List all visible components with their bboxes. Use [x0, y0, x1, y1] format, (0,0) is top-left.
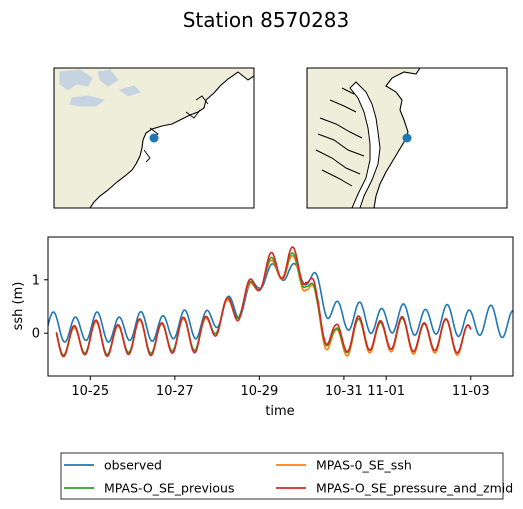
regional-lake: [59, 69, 141, 107]
x-tick-label: 10-31: [325, 384, 363, 399]
series-line-3: [55, 246, 472, 358]
series-line-0: [48, 262, 513, 343]
figure-title: Station 8570283: [183, 8, 350, 32]
legend-label: MPAS-O_SE_pressure_and_zmid: [316, 481, 513, 496]
y-tick-label: 0: [32, 327, 40, 342]
y-axis-label: ssh (m): [11, 282, 26, 331]
legend-label: MPAS-0_SE_ssh: [316, 458, 412, 473]
x-tick-label: 10-29: [240, 384, 278, 399]
local-bay: [349, 81, 381, 208]
legend-frame: [60, 452, 504, 500]
legend-label: MPAS-O_SE_previous: [104, 481, 234, 496]
plot-frame: [47, 236, 514, 377]
local-map: [306, 67, 508, 209]
x-tick-label: 11-03: [452, 384, 490, 399]
legend-label: observed: [104, 458, 162, 473]
y-tick-label: 1: [32, 273, 40, 288]
regional-map: [53, 67, 255, 209]
regional-land: [54, 68, 254, 208]
x-tick-label: 10-27: [156, 384, 194, 399]
x-tick-label: 10-25: [71, 384, 109, 399]
x-axis-label: time: [265, 404, 294, 419]
timeseries-plot: 10-25 10-27 10-29 10-31 11-01 11-03 0 1 time s…: [11, 236, 514, 419]
regional-station-marker: [149, 133, 159, 143]
x-tick-label: 11-01: [367, 384, 405, 399]
local-rivers: [315, 87, 365, 187]
regional-coast-detail: [143, 95, 209, 163]
local-land: [307, 68, 421, 208]
legend: observed MPAS-0_SE_ssh MPAS-O_SE_previous M…: [60, 452, 513, 500]
local-station-marker: [402, 133, 412, 143]
